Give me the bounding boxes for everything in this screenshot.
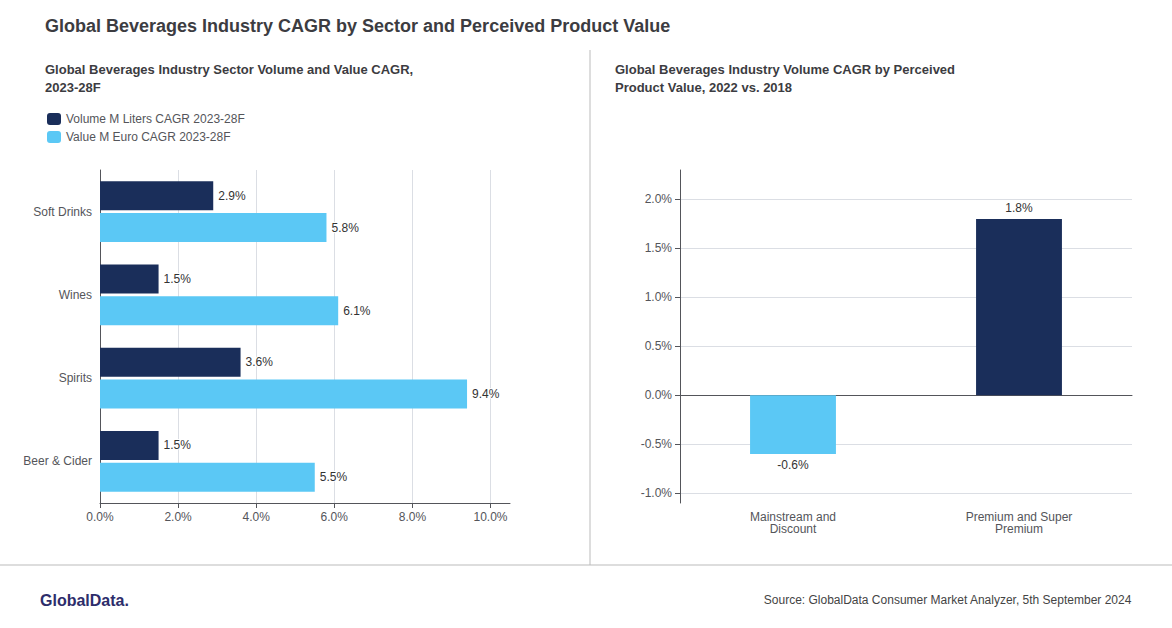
svg-text:3.6%: 3.6% (246, 355, 274, 369)
svg-text:Soft Drinks: Soft Drinks (33, 205, 92, 219)
svg-text:2.0%: 2.0% (164, 510, 192, 524)
svg-text:Premium and Super: Premium and Super (965, 510, 1073, 524)
svg-text:Global Beverages Industry CAGR: Global Beverages Industry CAGR by Sector… (45, 16, 670, 36)
svg-text:1.5%: 1.5% (645, 241, 673, 255)
svg-text:2023-28F: 2023-28F (45, 80, 101, 95)
svg-text:Global Beverages Industry Sect: Global Beverages Industry Sector Volume … (45, 62, 413, 77)
svg-text:-1.0%: -1.0% (641, 486, 673, 500)
svg-text:2.9%: 2.9% (218, 189, 246, 203)
svg-text:1.0%: 1.0% (645, 290, 673, 304)
svg-text:Value M Euro CAGR 2023-28F: Value M Euro CAGR 2023-28F (66, 130, 231, 144)
svg-text:5.8%: 5.8% (331, 221, 359, 235)
svg-text:Premium: Premium (995, 522, 1043, 536)
svg-text:Mainstream and: Mainstream and (750, 510, 836, 524)
svg-text:8.0%: 8.0% (399, 510, 427, 524)
svg-text:10.0%: 10.0% (473, 510, 507, 524)
svg-text:Wines: Wines (59, 288, 92, 302)
svg-text:4.0%: 4.0% (243, 510, 271, 524)
svg-text:Beer & Cider: Beer & Cider (23, 454, 92, 468)
svg-text:0.5%: 0.5% (645, 339, 673, 353)
svg-text:Product Value, 2022 vs. 2018: Product Value, 2022 vs. 2018 (615, 80, 792, 95)
svg-text:6.0%: 6.0% (321, 510, 349, 524)
svg-text:Source: GlobalData Consumer Ma: Source: GlobalData Consumer Market Analy… (764, 593, 1132, 607)
svg-text:-0.5%: -0.5% (641, 437, 673, 451)
svg-text:GlobalData.: GlobalData. (40, 592, 129, 609)
svg-text:Discount: Discount (770, 522, 817, 536)
svg-text:Spirits: Spirits (59, 371, 92, 385)
svg-text:Global Beverages Industry Volu: Global Beverages Industry Volume CAGR by… (615, 62, 955, 77)
svg-text:1.8%: 1.8% (1005, 201, 1033, 215)
svg-text:2.0%: 2.0% (645, 192, 673, 206)
svg-text:-0.6%: -0.6% (777, 458, 809, 472)
svg-text:6.1%: 6.1% (343, 304, 371, 318)
svg-text:1.5%: 1.5% (164, 438, 192, 452)
svg-text:1.5%: 1.5% (164, 272, 192, 286)
svg-text:Volume M Liters CAGR 2023-28F: Volume M Liters CAGR 2023-28F (66, 112, 245, 126)
svg-text:0.0%: 0.0% (645, 388, 673, 402)
svg-text:5.5%: 5.5% (320, 470, 348, 484)
svg-text:0.0%: 0.0% (86, 510, 114, 524)
svg-text:9.4%: 9.4% (472, 387, 500, 401)
